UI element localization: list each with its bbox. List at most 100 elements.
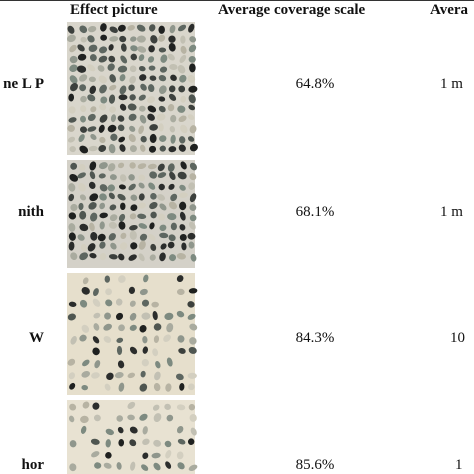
pebble [117, 65, 128, 73]
pebble [176, 288, 185, 296]
pebble [189, 173, 197, 181]
pebble [179, 382, 185, 391]
pebble [153, 462, 161, 471]
pebble [189, 63, 196, 73]
pebble [129, 145, 137, 153]
pebble [82, 401, 90, 409]
pebble [118, 184, 126, 190]
pebble [129, 312, 137, 321]
pebble [153, 323, 162, 331]
pebble [117, 115, 125, 122]
pebble [109, 174, 117, 181]
pebble [158, 105, 166, 113]
pebble [81, 286, 90, 295]
pebble [108, 254, 118, 260]
pebble [78, 164, 86, 171]
pebble [170, 134, 176, 144]
pebble [130, 242, 138, 250]
pebble [67, 25, 75, 34]
pebble [99, 46, 108, 54]
pebble [68, 93, 75, 102]
pebble [147, 113, 155, 121]
pebble [108, 192, 115, 200]
pebble [109, 26, 118, 34]
pebble [148, 182, 156, 190]
cell: 1 m [440, 204, 463, 220]
pebble [117, 193, 126, 201]
pebble [108, 221, 118, 229]
pebble [109, 214, 118, 222]
pebble [159, 224, 167, 232]
pebble [128, 84, 135, 91]
pebble [189, 204, 197, 211]
pebble [87, 64, 96, 72]
pebble [153, 382, 161, 392]
pebble [99, 84, 107, 94]
pebble [187, 313, 196, 320]
pebble [104, 312, 112, 320]
pebble [139, 288, 148, 296]
pebble [90, 212, 98, 222]
pebble [139, 114, 147, 124]
pebble [157, 172, 167, 178]
pebble [178, 192, 188, 198]
pebble [187, 114, 195, 121]
header-cell: Average coverage scale [218, 2, 366, 18]
pebble [149, 133, 157, 144]
pebble [187, 232, 196, 240]
pebble [128, 254, 137, 261]
pebble [189, 221, 196, 230]
pebble [181, 242, 187, 251]
pebble [103, 462, 112, 469]
pebble [69, 440, 77, 448]
pebble [180, 35, 186, 44]
pebble [188, 464, 198, 472]
pebble [110, 133, 118, 141]
pebble [97, 233, 106, 242]
pebble [80, 415, 89, 424]
pebble [138, 54, 145, 61]
pebble [165, 461, 172, 469]
pebble [109, 204, 117, 211]
pebble [69, 75, 78, 84]
pebble [99, 193, 107, 201]
pebble [149, 201, 158, 210]
pebble [68, 117, 77, 123]
pebble [99, 221, 105, 230]
pebble [149, 254, 156, 261]
pebble [68, 301, 77, 307]
pebble [168, 183, 175, 190]
pebble [189, 193, 197, 203]
pebble [99, 103, 107, 111]
pebble [118, 439, 125, 447]
pebble [88, 76, 96, 83]
pebble [87, 243, 96, 252]
pebble [141, 312, 151, 320]
pebble [159, 85, 167, 95]
pebble [156, 113, 166, 121]
pebble [187, 372, 197, 379]
pebble [170, 74, 177, 82]
pebble [137, 213, 147, 220]
pebble [88, 145, 98, 152]
pebble [129, 75, 137, 84]
pebble [188, 104, 196, 111]
pebble [159, 145, 166, 152]
pebble [138, 193, 145, 201]
pebble [168, 146, 177, 153]
pebble [70, 336, 77, 345]
pebble [178, 115, 187, 123]
pebble [176, 404, 186, 411]
pebble [167, 53, 175, 61]
coverage: 85.6% [295, 457, 335, 473]
pebble [188, 23, 195, 33]
pebble [99, 241, 106, 249]
pebble [117, 124, 125, 132]
pebble [100, 34, 108, 41]
pebble [89, 222, 95, 232]
pebble [170, 222, 177, 231]
pebble [104, 275, 111, 283]
pebble [78, 202, 84, 211]
pebble [178, 348, 186, 354]
pebble [147, 163, 157, 170]
